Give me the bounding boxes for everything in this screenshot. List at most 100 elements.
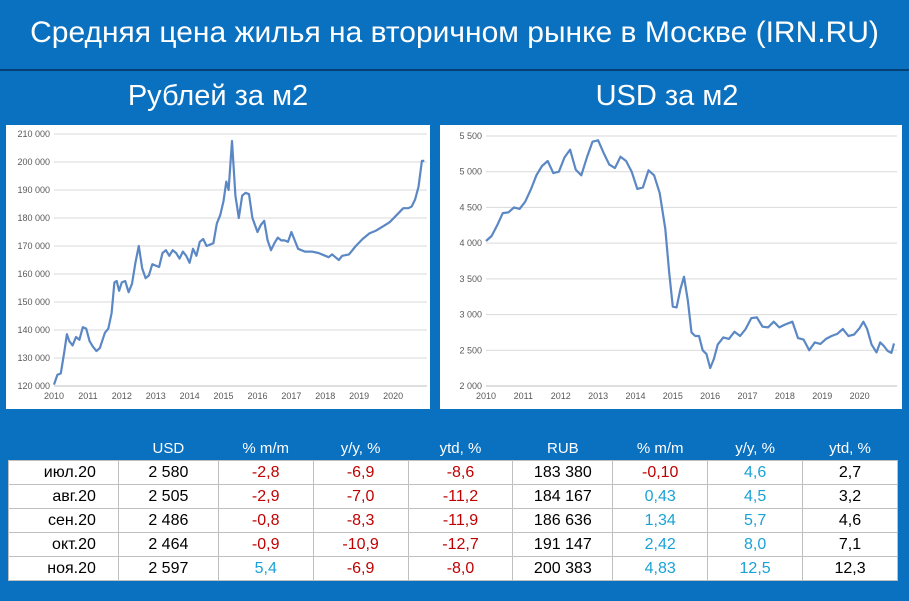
- y-tick-label: 210 000: [17, 129, 50, 139]
- y-tick-label: 130 000: [17, 353, 50, 363]
- table-header-cell: RUB: [512, 436, 613, 461]
- table-cell: 4,6: [707, 460, 804, 485]
- table-cell: -8,6: [407, 460, 514, 485]
- row-label: ноя.20: [8, 556, 119, 581]
- x-tick-label: 2019: [349, 391, 369, 401]
- y-tick-label: 170 000: [17, 241, 50, 251]
- y-tick-label: 150 000: [17, 297, 50, 307]
- table-cell: -2,8: [217, 460, 314, 485]
- usd-chart-panel: 2 000 2 500 3 000 3 500 4 000 4 500 5 000 5 500…: [440, 125, 902, 409]
- table-cell: -6,9: [312, 556, 409, 581]
- table-cell: 2 597: [117, 556, 219, 581]
- title-divider: [0, 69, 909, 71]
- y-tick-label: 180 000: [17, 213, 50, 223]
- row-label: окт.20: [8, 532, 119, 557]
- rub-price-chart: 120 000 130 000 140 000 150 000 160 000 170 0…: [17, 129, 427, 401]
- y-tick-label: 4 000: [459, 238, 482, 248]
- table-cell: 184 167: [512, 484, 614, 509]
- table-cell: 191 147: [512, 532, 614, 557]
- x-tick-label: 2010: [476, 391, 496, 401]
- table-cell: 3,2: [802, 484, 898, 509]
- y-tick-label: 3 000: [459, 310, 482, 320]
- x-tick-label: 2014: [180, 391, 200, 401]
- table-cell: 4,83: [612, 556, 709, 581]
- usd-chart-subtitle: USD за м2: [595, 80, 739, 112]
- x-tick-label: 2020: [850, 391, 870, 401]
- rub-chart-subtitle: Рублей за м2: [127, 80, 309, 112]
- x-tick-label: 2017: [281, 391, 301, 401]
- page-title: Средняя цена жилья на вторичном рынке в …: [30, 16, 879, 49]
- table-cell: -11,9: [407, 508, 514, 533]
- y-tick-label: 2 500: [459, 345, 482, 355]
- table-cell: 2 580: [117, 460, 219, 485]
- row-label: авг.20: [8, 484, 119, 509]
- table-cell: -8,3: [312, 508, 409, 533]
- y-tick-label: 200 000: [17, 157, 50, 167]
- table-cell: 183 380: [512, 460, 614, 485]
- table-cell: -12,7: [407, 532, 514, 557]
- x-tick-label: 2018: [315, 391, 335, 401]
- series-line: [52, 139, 425, 385]
- table-cell: 12,5: [707, 556, 804, 581]
- x-tick-label: 2011: [514, 391, 533, 401]
- table-cell: 5,7: [707, 508, 804, 533]
- table-cell: 12,3: [802, 556, 898, 581]
- table-cell: -0,9: [217, 532, 314, 557]
- x-tick-label: 2014: [625, 391, 645, 401]
- y-tick-label: 2 000: [459, 381, 482, 391]
- table-header-cell: ytd, %: [802, 436, 898, 461]
- table-cell: 2 464: [117, 532, 219, 557]
- table-cell: 8,0: [707, 532, 804, 557]
- table-row: сен.20 2 486 -0,8 -8,3 -11,9 186 636 1,34 5,7 4,…: [8, 508, 898, 533]
- y-tick-label: 5 000: [459, 167, 482, 177]
- table-cell: -6,9: [312, 460, 409, 485]
- table-cell: 4,5: [707, 484, 804, 509]
- table-header-row: USD % m/m y/y, % ytd, % RUB % m/m y/y, %…: [8, 436, 898, 461]
- price-table: USD % m/m y/y, % ytd, % RUB % m/m y/y, %…: [8, 436, 898, 581]
- table-header-cell: ytd, %: [408, 436, 513, 461]
- table-cell: -10,9: [312, 532, 409, 557]
- y-tick-label: 5 500: [459, 131, 482, 141]
- y-tick-label: 4 500: [459, 202, 482, 212]
- x-tick-label: 2016: [247, 391, 267, 401]
- x-tick-label: 2013: [146, 391, 166, 401]
- table-cell: 4,6: [802, 508, 898, 533]
- x-tick-label: 2016: [700, 391, 720, 401]
- table-cell: -0,10: [612, 460, 709, 485]
- row-label: июл.20: [8, 460, 119, 485]
- table-cell: 2,7: [802, 460, 898, 485]
- x-tick-label: 2012: [551, 391, 571, 401]
- y-tick-label: 190 000: [17, 185, 50, 195]
- table-row: ноя.20 2 597 5,4 -6,9 -8,0 200 383 4,83 12,5 12,…: [8, 556, 898, 581]
- table-cell: 186 636: [512, 508, 614, 533]
- x-tick-label: 2019: [812, 391, 832, 401]
- table-cell: 5,4: [217, 556, 314, 581]
- y-tick-label: 160 000: [17, 269, 50, 279]
- table-cell: -7,0: [312, 484, 409, 509]
- x-tick-label: 2017: [738, 391, 758, 401]
- table-header-cell: USD: [118, 436, 219, 461]
- x-tick-label: 2011: [78, 391, 97, 401]
- table-cell: 2 486: [117, 508, 219, 533]
- x-tick-label: 2020: [383, 391, 403, 401]
- x-tick-label: 2015: [663, 391, 683, 401]
- x-tick-label: 2012: [112, 391, 132, 401]
- x-tick-label: 2018: [775, 391, 795, 401]
- table-row: авг.20 2 505 -2,9 -7,0 -11,2 184 167 0,43 4,5 3,…: [8, 484, 898, 509]
- table-row: окт.20 2 464 -0,9 -10,9 -12,7 191 147 2,42 8,0 7…: [8, 532, 898, 557]
- usd-price-chart: 2 000 2 500 3 000 3 500 4 000 4 500 5 000 5 500…: [459, 131, 897, 401]
- table-cell: 2,42: [612, 532, 709, 557]
- table-header-cell: % m/m: [612, 436, 708, 461]
- row-label: сен.20: [8, 508, 119, 533]
- table-cell: 2 505: [117, 484, 219, 509]
- table-cell: 0,43: [612, 484, 709, 509]
- table-header-cell: % m/m: [218, 436, 314, 461]
- y-tick-label: 3 500: [459, 274, 482, 284]
- table-cell: 1,34: [612, 508, 709, 533]
- rub-chart-panel: 120 000 130 000 140 000 150 000 160 000 170 0…: [6, 125, 430, 409]
- table-header-cell: y/y, %: [313, 436, 409, 461]
- x-tick-label: 2015: [214, 391, 234, 401]
- y-tick-label: 140 000: [17, 325, 50, 335]
- table-header-cell: y/y, %: [707, 436, 803, 461]
- y-tick-label: 120 000: [17, 381, 50, 391]
